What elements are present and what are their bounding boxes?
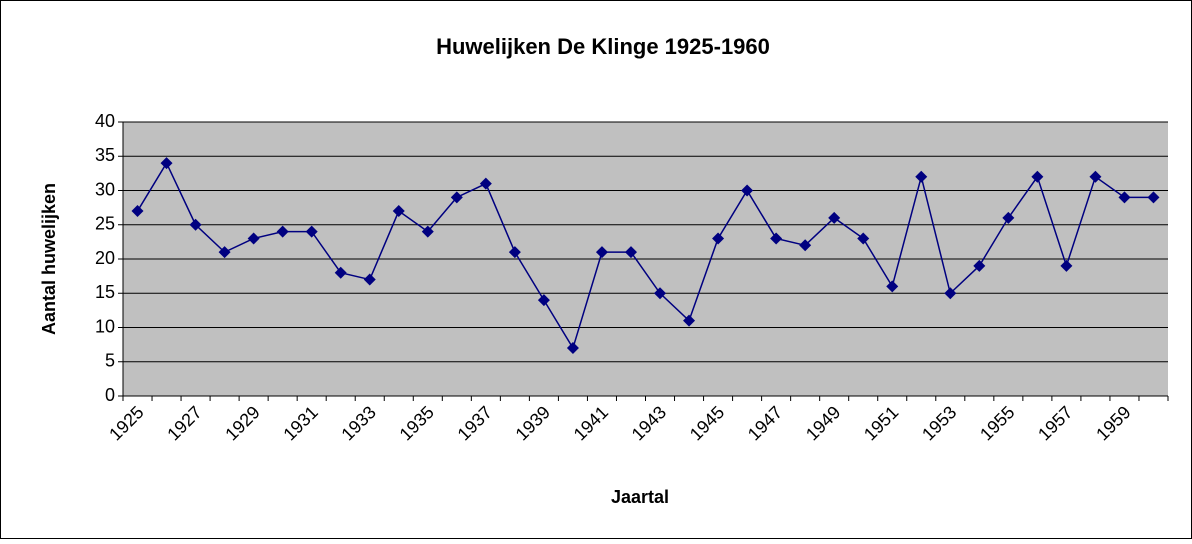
data-point [189, 218, 202, 231]
data-point [944, 287, 957, 300]
data-point [712, 232, 725, 245]
data-point [421, 225, 434, 238]
data-point [450, 191, 463, 204]
y-tick-label: 5 [105, 351, 115, 371]
data-point [654, 287, 667, 300]
data-point [305, 225, 318, 238]
data-point [973, 259, 986, 272]
y-axis-title: Aantal huwelijken [39, 183, 59, 335]
data-point [595, 246, 608, 259]
data-point [799, 239, 812, 252]
data-point [334, 266, 347, 279]
y-tick-label: 20 [95, 248, 115, 268]
data-point [566, 342, 579, 355]
y-tick-label: 30 [95, 179, 115, 199]
y-tick-label: 15 [95, 282, 115, 302]
data-point [218, 246, 231, 259]
data-point [683, 314, 696, 327]
data-point [508, 246, 521, 259]
chart-title: Huwelijken De Klinge 1925-1960 [436, 34, 770, 59]
data-point [247, 232, 260, 245]
y-tick-label: 10 [95, 316, 115, 336]
data-point [1031, 170, 1044, 183]
data-point [886, 280, 899, 293]
data-point [857, 232, 870, 245]
data-point [915, 170, 928, 183]
data-point [624, 246, 637, 259]
data-point [276, 225, 289, 238]
data-point [1147, 191, 1160, 204]
x-axis-title: Jaartal [611, 487, 669, 507]
data-point [392, 205, 405, 218]
data-point [1118, 191, 1131, 204]
data-point [828, 211, 841, 224]
data-point [1060, 259, 1073, 272]
y-tick-label: 40 [95, 111, 115, 131]
data-point [770, 232, 783, 245]
y-tick-label: 35 [95, 145, 115, 165]
y-tick-label: 25 [95, 214, 115, 234]
data-point [160, 157, 173, 170]
data-point [479, 177, 492, 190]
data-point [1089, 170, 1102, 183]
data-point [741, 184, 754, 197]
data-point [363, 273, 376, 286]
data-point [131, 205, 144, 218]
data-point [537, 294, 550, 307]
y-tick-label: 0 [105, 385, 115, 405]
data-point [1002, 211, 1015, 224]
